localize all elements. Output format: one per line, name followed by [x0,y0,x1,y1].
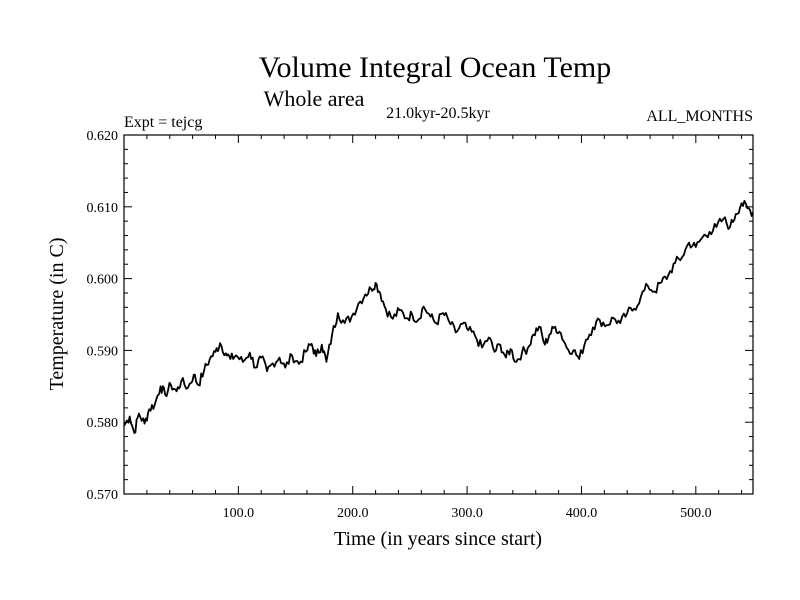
series-layer [123,199,754,434]
chart-months-label: ALL_MONTHS [646,108,753,125]
y-axis: 0.570 0.580 0.590 0.600 0.610 0.620 [87,129,753,503]
chart-subtitle: Whole area [264,86,365,111]
y-tick-label: 0.570 [87,488,119,503]
chart-title: Volume Integral Ocean Temp [259,51,612,84]
x-axis: 100.0 200.0 300.0 400.0 500.0 [146,135,743,521]
y-tick-label: 0.590 [87,344,119,359]
y-axis-label: Temperature (in C) [46,238,68,391]
x-tick-label: 300.0 [451,506,483,521]
x-tick-label: 400.0 [566,506,598,521]
y-tick-label: 0.610 [87,201,119,216]
chart-expt-label: Expt = tejcg [124,114,202,131]
y-tick-label: 0.580 [87,416,119,431]
x-tick-label: 100.0 [223,506,255,521]
chart-period: 21.0kyr-20.5kyr [386,105,490,122]
x-axis-label: Time (in years since start) [334,528,542,550]
series-line [123,199,754,434]
y-tick-label: 0.600 [87,273,119,288]
x-tick-label: 500.0 [680,506,712,521]
y-tick-label: 0.620 [87,129,119,144]
plot-area [123,134,754,495]
x-tick-label: 200.0 [337,506,369,521]
